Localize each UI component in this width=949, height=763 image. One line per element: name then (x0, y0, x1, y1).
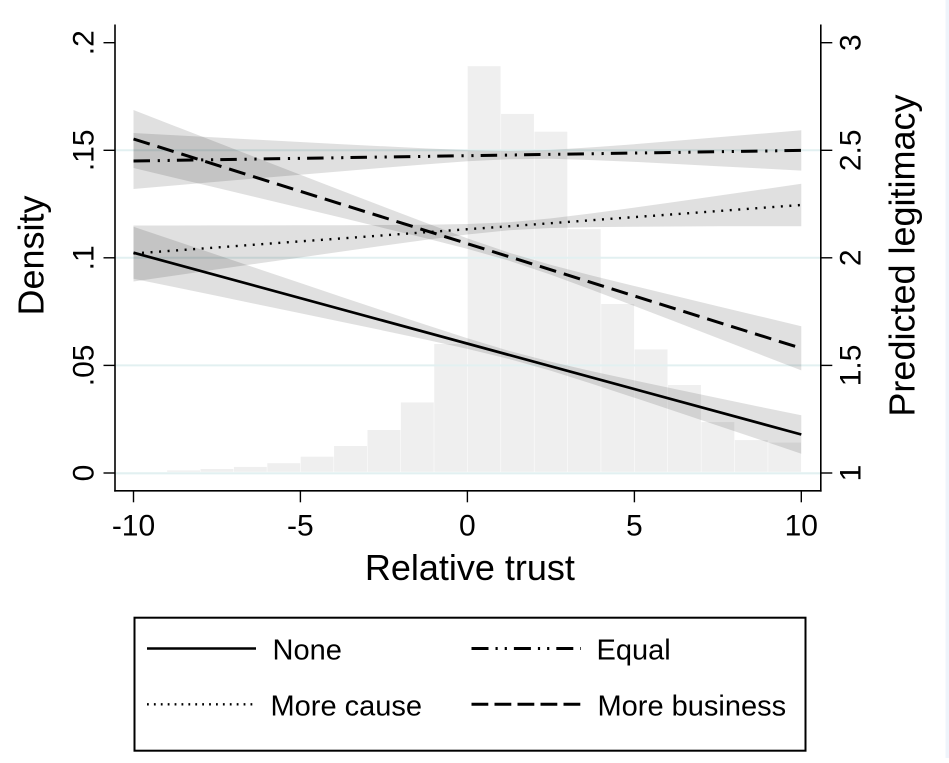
svg-text:.1: .1 (68, 245, 101, 270)
svg-text:.2: .2 (68, 30, 101, 55)
svg-text:-10: -10 (112, 510, 155, 543)
svg-text:10: 10 (785, 510, 818, 543)
svg-text:More cause: More cause (271, 690, 423, 722)
svg-text:2.5: 2.5 (835, 129, 868, 171)
svg-text:-5: -5 (287, 510, 314, 543)
svg-text:2: 2 (835, 249, 868, 266)
svg-text:More business: More business (598, 690, 787, 722)
svg-text:3: 3 (835, 34, 868, 51)
svg-text:None: None (273, 635, 342, 667)
svg-text:Relative trust: Relative trust (365, 547, 575, 588)
svg-text:.15: .15 (68, 129, 101, 171)
svg-text:Equal: Equal (597, 635, 671, 667)
svg-text:Predicted legitimacy: Predicted legitimacy (882, 94, 923, 416)
svg-text:Density: Density (11, 195, 52, 315)
svg-text:5: 5 (626, 510, 643, 543)
svg-text:0: 0 (68, 465, 101, 482)
svg-text:0: 0 (459, 510, 476, 543)
svg-text:1.5: 1.5 (835, 345, 868, 387)
svg-text:1: 1 (835, 465, 868, 482)
svg-text:.05: .05 (68, 345, 101, 387)
